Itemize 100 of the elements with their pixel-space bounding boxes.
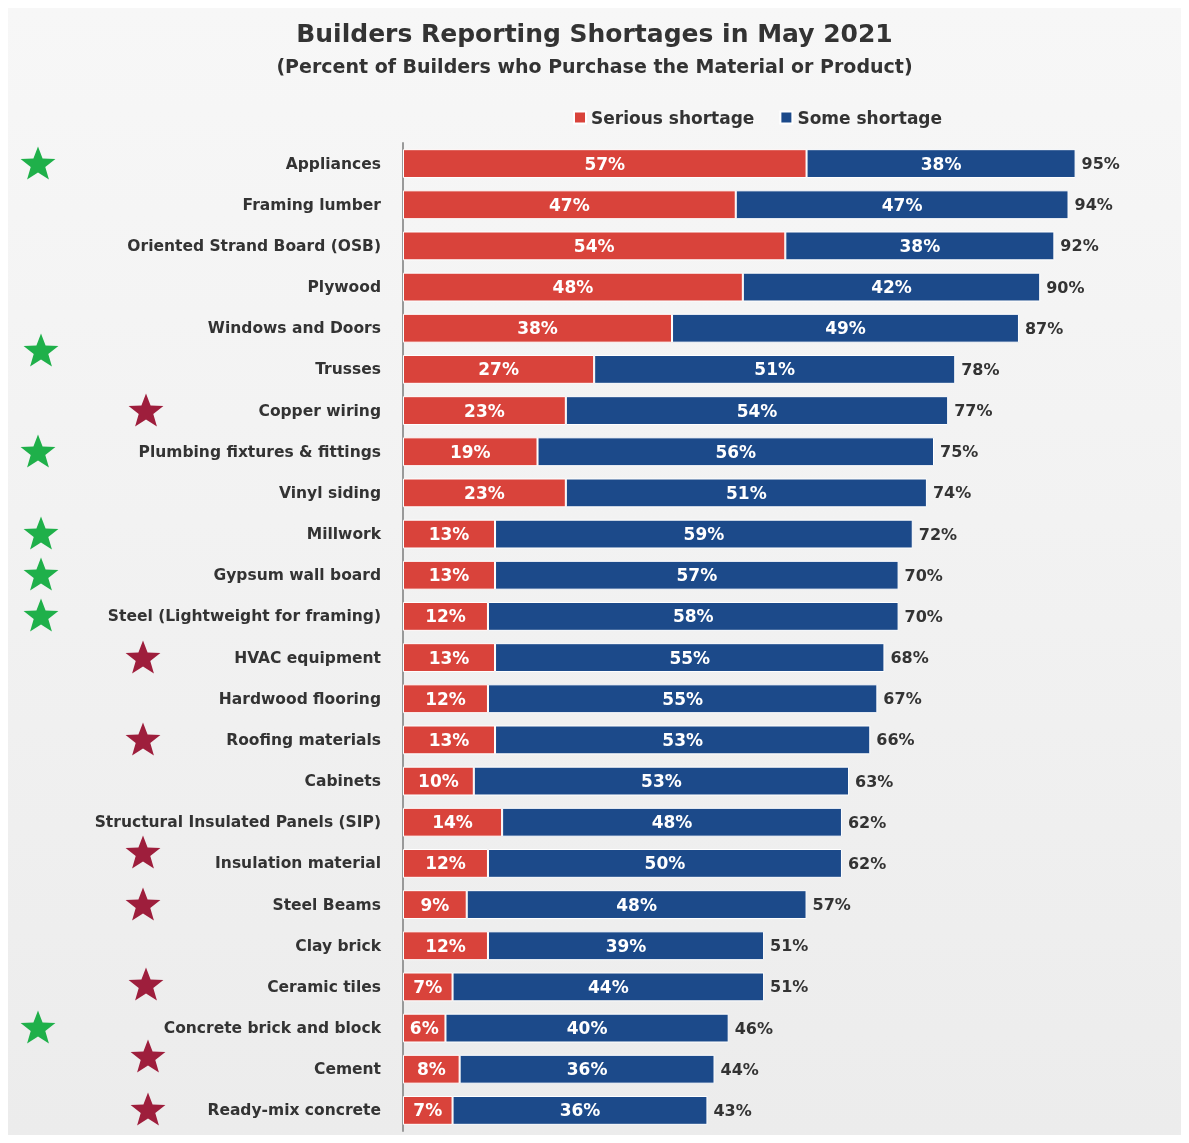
data-label: 13% (428, 565, 470, 586)
data-label: 12% (425, 688, 466, 709)
y-tick-label: Plumbing fixtures & fittings (138, 442, 381, 461)
total-label: 51% (770, 936, 809, 956)
data-label: 40% (566, 1018, 608, 1039)
data-label: 13% (428, 647, 470, 668)
y-tick-label: Trusses (315, 360, 381, 379)
y-tick-label: Clay brick (295, 936, 382, 955)
data-label: 38% (920, 153, 962, 174)
y-tick-label: HVAC equipment (234, 648, 382, 667)
y-tick-label: Roofing materials (226, 730, 381, 749)
y-tick-label: Ceramic tiles (267, 977, 381, 996)
y-tick-label: Millwork (306, 525, 382, 544)
data-label: 27% (478, 359, 519, 380)
data-label: 53% (641, 771, 682, 792)
total-label: 87% (1024, 318, 1064, 338)
data-label: 38% (517, 318, 558, 339)
data-label: 13% (428, 729, 470, 750)
data-label: 23% (464, 482, 505, 503)
y-tick-label: Concrete brick and block (163, 1019, 382, 1038)
data-label: 59% (683, 524, 725, 545)
total-label: 90% (1046, 277, 1085, 297)
y-tick-label: Windows and Doors (207, 319, 381, 338)
data-label: 9% (420, 894, 450, 915)
total-label: 44% (720, 1059, 759, 1079)
data-label: 51% (754, 359, 796, 380)
y-tick-label: Cabinets (304, 772, 381, 791)
total-label: 46% (734, 1018, 773, 1038)
data-label: 57% (676, 565, 718, 586)
total-label: 62% (847, 853, 887, 873)
data-label: 44% (587, 976, 629, 997)
legend-label: Serious shortage (591, 107, 755, 128)
y-tick-label: Vinyl siding (279, 483, 381, 502)
total-label: 43% (713, 1100, 752, 1120)
total-label: 70% (904, 565, 943, 585)
data-label: 19% (449, 441, 491, 462)
data-label: 56% (715, 441, 757, 462)
total-label: 94% (1074, 195, 1113, 215)
data-label: 48% (616, 894, 657, 915)
chart-subtitle: (Percent of Builders who Purchase the Material or Product) (276, 54, 913, 77)
data-label: 54% (573, 235, 615, 256)
data-label: 39% (605, 935, 647, 956)
data-label: 47% (549, 194, 590, 215)
y-tick-label: Cement (314, 1060, 382, 1079)
y-tick-label: Steel Beams (272, 895, 381, 914)
y-tick-label: Copper wiring (258, 401, 381, 420)
y-tick-label: Gypsum wall board (213, 566, 381, 585)
y-tick-label: Appliances (285, 154, 381, 173)
y-tick-label: Oriented Strand Board (OSB) (127, 236, 381, 255)
data-label: 13% (428, 524, 470, 545)
total-label: 51% (770, 977, 809, 997)
legend-label: Some shortage (797, 107, 943, 128)
data-label: 47% (881, 194, 923, 215)
data-label: 55% (669, 647, 711, 668)
data-label: 10% (418, 771, 459, 792)
total-label: 74% (932, 483, 972, 503)
data-label: 54% (736, 400, 778, 421)
total-label: 78% (961, 359, 1000, 379)
data-label: 55% (662, 688, 704, 709)
data-label: 58% (672, 606, 714, 627)
total-label: 75% (940, 442, 979, 462)
y-tick-label: Framing lumber (242, 195, 382, 214)
y-tick-label: Ready-mix concrete (207, 1101, 381, 1120)
data-label: 12% (425, 853, 466, 874)
data-label: 36% (559, 1100, 601, 1121)
data-label: 36% (566, 1059, 608, 1080)
y-tick-label: Structural Insulated Panels (SIP) (94, 813, 381, 832)
y-tick-label: Plywood (307, 278, 381, 297)
data-label: 23% (464, 400, 505, 421)
data-label: 42% (871, 277, 912, 298)
total-label: 63% (855, 771, 894, 791)
data-label: 7% (413, 1100, 443, 1121)
total-label: 68% (890, 648, 929, 668)
data-label: 48% (552, 277, 594, 298)
data-label: 6% (409, 1018, 439, 1039)
total-label: 62% (847, 812, 887, 832)
y-tick-label: Hardwood flooring (218, 689, 381, 708)
total-label: 77% (954, 401, 993, 421)
total-label: 72% (918, 524, 958, 544)
data-label: 49% (825, 318, 866, 339)
chart-title: Builders Reporting Shortages in May 2021 (296, 19, 893, 48)
data-label: 57% (584, 153, 626, 174)
total-label: 92% (1060, 236, 1099, 256)
data-label: 7% (413, 976, 443, 997)
data-label: 12% (425, 935, 466, 956)
total-label: 66% (876, 730, 915, 750)
total-label: 70% (904, 606, 943, 626)
data-label: 14% (432, 812, 473, 833)
total-label: 57% (812, 895, 851, 915)
data-label: 8% (416, 1059, 446, 1080)
data-label: 53% (662, 729, 704, 750)
y-tick-label: Steel (Lightweight for framing) (107, 607, 381, 626)
data-label: 38% (899, 235, 941, 256)
total-label: 95% (1081, 154, 1120, 174)
data-label: 12% (425, 606, 466, 627)
data-label: 51% (726, 482, 767, 503)
data-label: 48% (651, 812, 693, 833)
data-label: 50% (644, 853, 686, 874)
total-label: 67% (883, 689, 922, 709)
y-tick-label: Insulation material (215, 854, 381, 873)
